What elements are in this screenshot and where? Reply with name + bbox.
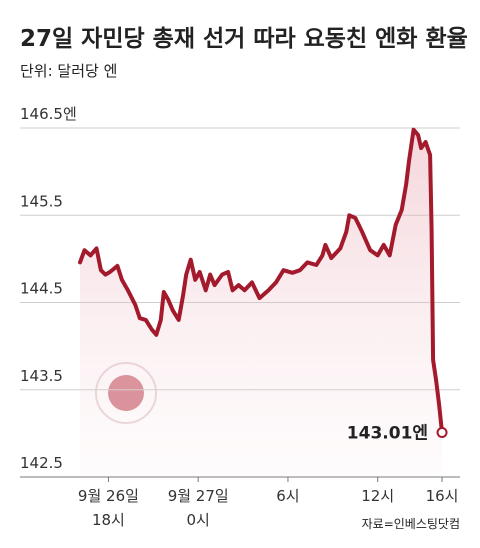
x-tick-label: 16시 <box>426 487 459 505</box>
chart-subtitle: 단위: 달러당 엔 <box>20 62 117 80</box>
y-tick-label: 144.5 <box>20 280 63 298</box>
x-tick-label: 9월 27일 0시 <box>168 487 229 529</box>
y-tick-label: 143.5 <box>20 367 63 385</box>
y-tick-label: 146.5엔 <box>20 105 77 123</box>
x-tick-label: 12시 <box>361 487 394 505</box>
x-tick-label: 6시 <box>276 487 299 505</box>
x-tick-label: 9월 26일 18시 <box>78 487 139 529</box>
end-marker <box>436 427 448 439</box>
end-label: 143.01엔 <box>347 424 428 444</box>
line <box>78 127 444 435</box>
chart-title: 27일 자민당 총재 선거 따라 요동친 엔화 환율 <box>20 26 468 52</box>
source: 자료=인베스팅닷컴 <box>362 517 460 531</box>
y-tick-label: 142.5 <box>20 454 63 472</box>
y-tick-label: 145.5 <box>20 192 63 210</box>
